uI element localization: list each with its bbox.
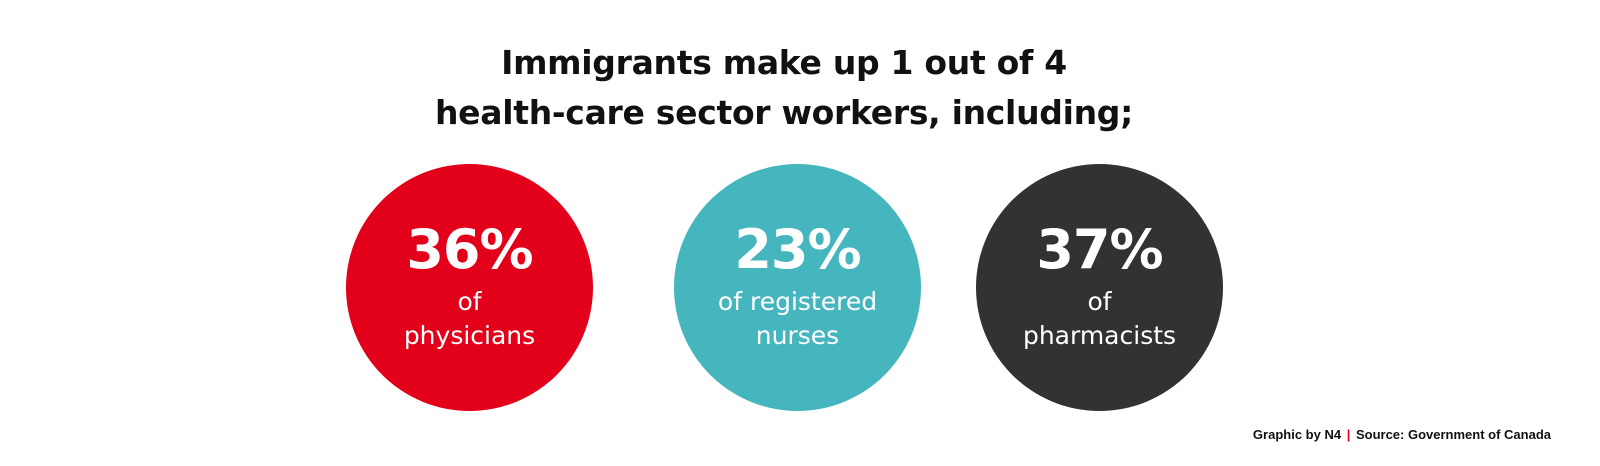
stat-description-line-1: of registered bbox=[717, 287, 878, 316]
source-credit: Graphic by N4 | Source: Government of Ca… bbox=[1253, 427, 1551, 443]
graphic-credit: Graphic by N4 bbox=[1252, 427, 1342, 442]
stat-description-line-2: nurses bbox=[755, 321, 840, 350]
stat-description-line-1: of bbox=[1087, 287, 1112, 316]
headline: Immigrants make up 1 out of 4 health-car… bbox=[0, 38, 1568, 138]
headline-line-1: Immigrants make up 1 out of 4 bbox=[501, 43, 1067, 82]
stat-description: of pharmacists bbox=[976, 285, 1223, 353]
stat-description: of registered nurses bbox=[674, 285, 921, 353]
stat-description: of physicians bbox=[346, 285, 593, 353]
stat-description-line-1: of bbox=[457, 287, 482, 316]
stat-circle-physicians: 36% of physicians bbox=[346, 164, 593, 411]
stat-circle-nurses: 23% of registered nurses bbox=[674, 164, 921, 411]
stat-description-line-2: pharmacists bbox=[1022, 321, 1177, 350]
source-text: Source: Government of Canada bbox=[1355, 427, 1551, 442]
credit-separator: | bbox=[1346, 427, 1351, 442]
stat-value: 23% bbox=[734, 218, 861, 281]
stat-circle-pharmacists: 37% of pharmacists bbox=[976, 164, 1223, 411]
stat-description-line-2: physicians bbox=[403, 321, 536, 350]
stat-value: 36% bbox=[406, 218, 533, 281]
headline-line-2: health-care sector workers, including; bbox=[434, 93, 1134, 132]
stat-value: 37% bbox=[1036, 218, 1163, 281]
